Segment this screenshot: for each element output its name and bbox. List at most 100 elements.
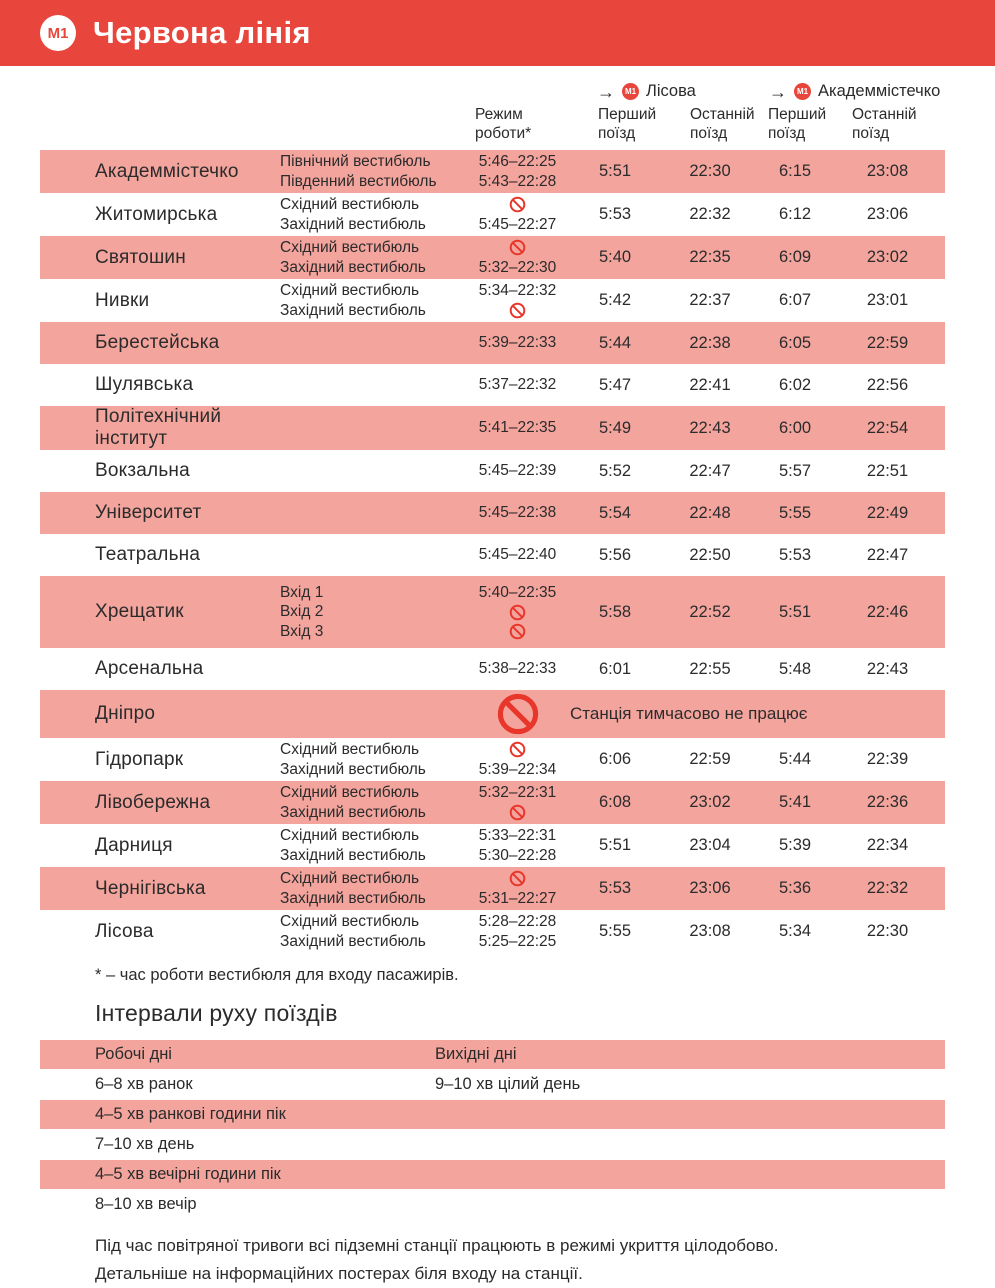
vestibule-name: Східний вестибюль	[280, 870, 420, 887]
no-entry-large	[465, 692, 570, 736]
vestibule-hours: 5:45–22:27	[478, 215, 557, 233]
vestibule-list: Східний вестибюль Західний вестибюль	[280, 824, 465, 867]
interval-label: 4–5 хв ранкові години пік	[95, 1105, 286, 1123]
last-train-time: 22:47	[689, 461, 731, 480]
first-train-time: 6:05	[778, 333, 812, 352]
first-train-time: 5:44	[598, 333, 632, 352]
vestibule-name: Північний вестибюль	[280, 153, 431, 170]
first-train-time: 6:02	[778, 375, 812, 394]
last-train-time: 23:02	[866, 248, 909, 266]
last-train-time: 22:55	[689, 659, 731, 678]
vestibule-hours: 5:33–22:31	[478, 827, 557, 844]
first-train-time: 5:52	[598, 461, 632, 480]
vestibule-name: Східний вестибюль	[280, 282, 420, 299]
no-entry-icon	[509, 623, 526, 640]
first-train-time: 5:36	[778, 879, 812, 897]
vestibule-list: Східний вестибюль Західний вестибюль	[280, 867, 465, 910]
vestibule-list: Східний вестибюль Західний вестибюль	[280, 236, 465, 279]
first-train-time: 5:51	[598, 836, 632, 854]
station-row: Гідропарк Східний вестибюль Західний вести…	[40, 738, 945, 781]
closed-station-note: Станція тимчасово не працює	[570, 704, 808, 723]
vestibule-name: Західний вестибюль	[280, 803, 426, 821]
last-train-time: 23:06	[689, 879, 731, 897]
station-name: Дніпро	[95, 703, 156, 724]
first-train-time: 5:51	[598, 162, 632, 180]
working-hours: 5:34–22:32	[465, 279, 570, 322]
vestibule-hours: 5:25–22:25	[478, 932, 557, 950]
vestibule-hours: 5:28–22:28	[478, 913, 557, 930]
air-alert-note: Під час повітряної тривоги всі підземні …	[40, 1232, 945, 1288]
station-row: Житомирська Східний вестибюль Західний вес…	[40, 193, 945, 236]
station-name: Лісова	[95, 920, 154, 942]
station-name: Житомирська	[95, 203, 218, 225]
last-train-time: 22:49	[866, 503, 909, 522]
metro-line-m1-icon: M1	[40, 15, 76, 51]
interval-label: 4–5 хв вечірні години пік	[95, 1165, 281, 1183]
vestibule-list: Східний вестибюль Західний вестибюль	[280, 279, 465, 322]
station-row: Нивки Східний вестибюль Західний вестибюль…	[40, 279, 945, 322]
last-train-time: 23:01	[866, 291, 909, 309]
metro-line-m1-icon: M1	[794, 83, 811, 100]
first-train-time: 6:08	[598, 793, 632, 811]
station-name: Театральна	[95, 544, 201, 565]
last-train-time: 22:32	[866, 879, 909, 897]
no-entry-icon	[509, 302, 526, 319]
interval-label: 7–10 хв день	[95, 1135, 195, 1153]
timetable: Академмістечко Північний вестибюль Південн…	[40, 150, 945, 953]
last-train-time: 22:52	[689, 602, 731, 621]
station-row: Політехнічний інститут 5:41–22:35 5:49 22:4…	[40, 406, 945, 450]
first-train-time: 6:15	[778, 162, 812, 180]
station-hours: 5:45–22:40	[478, 546, 557, 564]
interval-row: 4–5 хв вечірні години пік	[40, 1160, 945, 1189]
vestibule-name: Південний вестибюль	[280, 172, 437, 190]
first-train-time: 5:57	[778, 461, 812, 480]
interval-row: 4–5 хв ранкові години пік	[40, 1100, 945, 1129]
first-train-time: 5:44	[778, 750, 812, 768]
last-train-time: 22:50	[689, 545, 731, 564]
interval-row: 7–10 хв день	[40, 1130, 945, 1159]
station-name: Дарниця	[95, 834, 173, 856]
interval-label: Робочі дні	[95, 1045, 172, 1063]
vestibule-name: Західний вестибюль	[280, 258, 426, 276]
vestibule-list	[280, 469, 465, 473]
first-train-time: 5:53	[778, 545, 812, 564]
station-row: Театральна 5:45–22:40 5:56 22:50 5:53 22:47	[40, 534, 945, 576]
vestibule-hours	[465, 740, 570, 760]
direction-label: Лісова	[646, 82, 696, 100]
first-train-time: 5:55	[778, 503, 812, 522]
column-header-row: Режим роботи* Перший поїзд Останній поїз…	[40, 105, 945, 143]
vestibule-hours: 5:43–22:28	[478, 172, 557, 190]
station-name: Нивки	[95, 289, 150, 311]
column-header-first-train: Перший поїзд	[768, 106, 827, 142]
last-train-time: 22:43	[866, 659, 909, 678]
direction-lisova: → M1 Лісова	[570, 82, 760, 101]
first-train-time: 5:48	[778, 659, 812, 678]
last-train-time: 22:56	[866, 375, 909, 394]
vestibule-hours: 5:32–22:30	[478, 258, 557, 276]
vestibule-list: Східний вестибюль Західний вестибюль	[280, 781, 465, 824]
last-train-time: 22:30	[866, 922, 909, 940]
station-row: Дарниця Східний вестибюль Західний вестибю…	[40, 824, 945, 867]
no-entry-icon	[509, 196, 526, 213]
vestibule-name: Східний вестибюль	[280, 784, 420, 801]
vestibule-list	[280, 667, 465, 671]
vestibule-name: Західний вестибюль	[280, 889, 426, 907]
no-entry-icon	[509, 870, 526, 887]
vestibule-list: Північний вестибюль Південний вестибюль	[280, 150, 465, 193]
no-entry-icon	[509, 804, 526, 821]
first-train-time: 5:47	[598, 375, 632, 394]
working-hours: 5:41–22:35	[465, 416, 570, 440]
vestibule-hours	[465, 195, 570, 215]
vestibule-list	[280, 426, 465, 430]
first-train-time: 5:40	[598, 248, 632, 266]
no-entry-icon	[497, 693, 538, 735]
interval-label: 9–10 хв цілий день	[435, 1075, 581, 1093]
station-name: Арсенальна	[95, 658, 204, 679]
first-train-time: 6:06	[598, 750, 632, 768]
last-train-time: 22:39	[866, 750, 909, 768]
last-train-time: 22:51	[866, 461, 909, 480]
station-row: Шулявська 5:37–22:32 5:47 22:41 6:02 22:56	[40, 364, 945, 406]
vestibule-hours	[465, 803, 570, 823]
station-row: Університет 5:45–22:38 5:54 22:48 5:55 22:49	[40, 492, 945, 534]
right-arrow-icon: →	[769, 81, 787, 102]
